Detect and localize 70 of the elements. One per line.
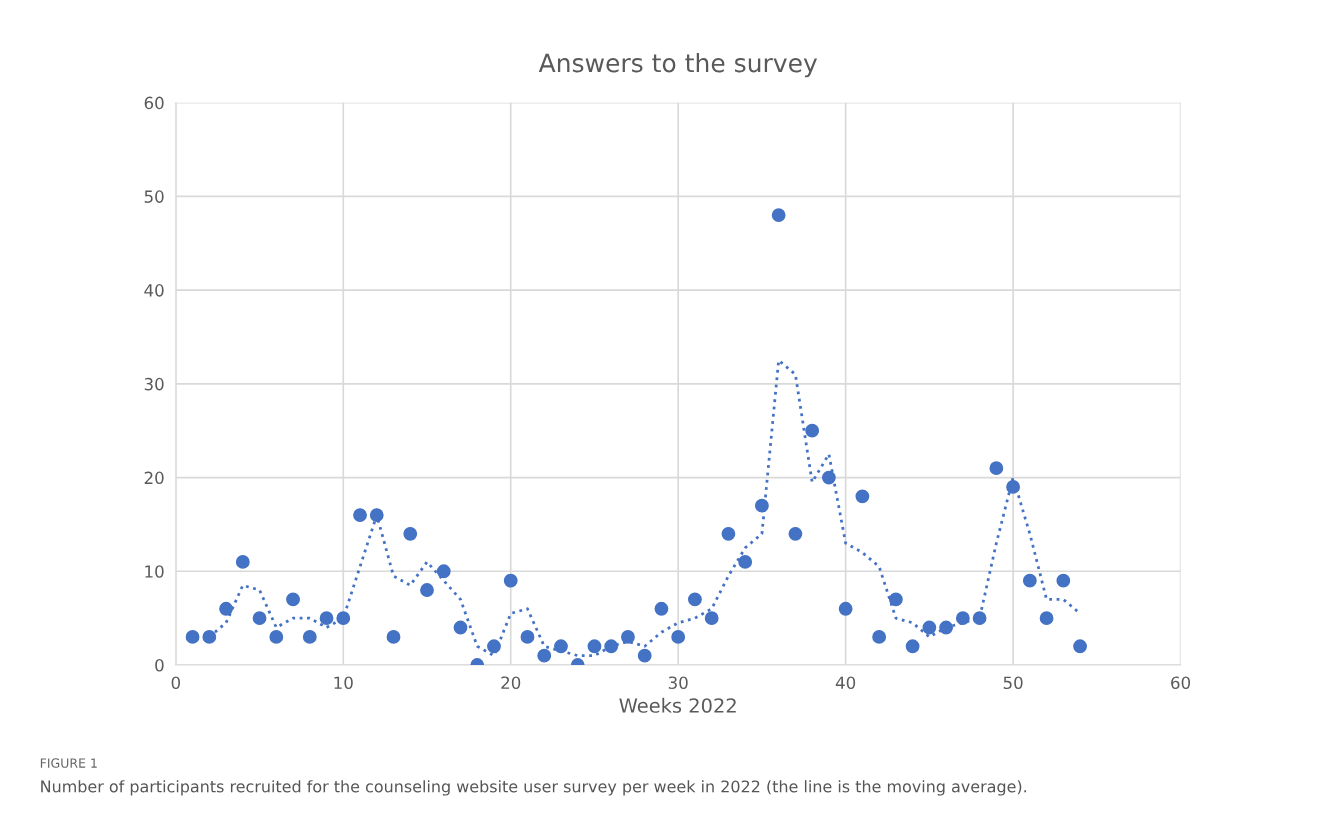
x-tick-label: 40 (835, 676, 856, 690)
point (235, 554, 250, 569)
point (252, 611, 267, 626)
y-tick-label: 60 (144, 96, 164, 110)
point (604, 639, 619, 654)
point (436, 564, 451, 579)
point (336, 611, 351, 626)
x-tick-label: 30 (668, 676, 688, 690)
point (838, 601, 853, 616)
point (671, 629, 686, 644)
point (821, 470, 836, 485)
point (403, 526, 418, 541)
point (755, 498, 769, 513)
point (922, 620, 937, 635)
x-tick-label: 20 (501, 676, 521, 690)
point (219, 601, 233, 616)
x-tick-label: 60 (1171, 676, 1191, 690)
y-tick-label: 0 (155, 658, 164, 672)
x-tick-label: 50 (1003, 676, 1023, 690)
point (319, 611, 334, 626)
point (1006, 480, 1020, 494)
point (888, 592, 903, 607)
point (554, 639, 568, 654)
text: Number of participants recruited for the counseling website user survey per week in 2022 (the line is the moving average). (41, 780, 1027, 796)
x-tick-label: 10 (334, 676, 353, 690)
x-tick-label: 0 (171, 676, 181, 690)
y-tick-label: 40 (144, 284, 164, 297)
x-axis-title: Weeks 2022 (619, 697, 736, 713)
y-tick-label: 30 (144, 377, 164, 391)
point (688, 592, 702, 607)
point (453, 620, 468, 635)
point (386, 629, 401, 644)
point (905, 639, 920, 654)
point (1073, 639, 1087, 654)
point (587, 639, 602, 654)
point (721, 526, 736, 541)
point (621, 629, 635, 644)
point (738, 554, 753, 569)
point (704, 611, 719, 626)
point (939, 620, 954, 635)
y-tick-label: 50 (144, 190, 164, 203)
point (955, 611, 970, 626)
point (788, 526, 803, 541)
point (972, 611, 987, 626)
point (872, 629, 887, 644)
point (637, 648, 652, 663)
point (503, 573, 518, 588)
point (353, 508, 367, 522)
point (286, 592, 300, 607)
point (1056, 573, 1071, 588)
point (537, 648, 552, 663)
point (654, 601, 669, 616)
point (269, 629, 284, 644)
point (805, 423, 820, 438)
point (202, 629, 217, 644)
y-tick-label: 20 (144, 471, 164, 485)
point (369, 508, 384, 522)
chart-title: Answers to the survey (538, 53, 818, 78)
y-tick-label: 10 (145, 565, 164, 578)
point (185, 629, 200, 644)
caption: FIGURE 1 (40, 758, 97, 768)
point (520, 629, 535, 644)
point (487, 639, 501, 654)
point (855, 489, 870, 504)
point (1039, 611, 1054, 626)
point (1022, 573, 1037, 588)
point (771, 208, 786, 223)
point (302, 629, 317, 644)
point (420, 583, 434, 597)
point (989, 461, 1004, 476)
